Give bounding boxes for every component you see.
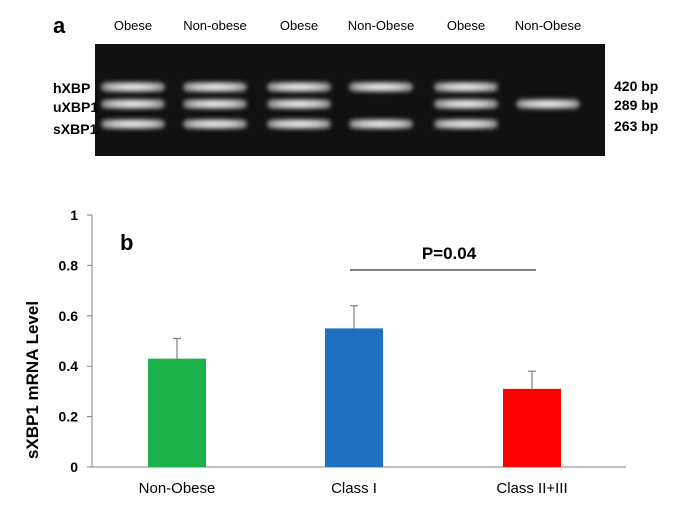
gel-band (101, 119, 165, 129)
bar (325, 328, 383, 467)
x-tick-label: Class I (331, 480, 377, 497)
gel-band (434, 119, 498, 129)
x-axis-labels: Non-Obese Class I Class II+III (139, 480, 568, 497)
gel-band (516, 99, 580, 109)
y-tick-label: 0.6 (59, 308, 79, 324)
bars (148, 305, 561, 467)
x-tick-label: Non-Obese (139, 480, 216, 497)
gel-band (267, 119, 331, 129)
y-tick-label: 0.2 (59, 409, 79, 425)
gel-lane-label: Obese (114, 18, 152, 33)
gel-band-sizes: 420 bp 289 bp 263 bp (614, 78, 658, 134)
bar-chart: 0 0.2 0.4 0.6 0.8 1 Non-Obese Class I Class II+… (23, 207, 626, 497)
y-tick-label: 0.8 (59, 257, 79, 273)
gel-band (434, 99, 498, 109)
gel-band (101, 99, 165, 109)
gel-band-size: 420 bp (614, 78, 658, 94)
gel-band (101, 82, 165, 92)
bar (503, 388, 561, 467)
gel-band (434, 82, 498, 92)
gel-band-size: 289 bp (614, 97, 658, 113)
gel-lane-label: Obese (280, 18, 318, 33)
y-tick-label: 1 (70, 207, 78, 223)
gel-lane-label: Non-Obese (515, 18, 581, 33)
gel-lane-label: Non-obese (183, 18, 247, 33)
significance-label: P=0.04 (422, 244, 477, 263)
y-tick-label: 0 (70, 459, 78, 475)
gel-band-size: 263 bp (614, 118, 658, 134)
gel-lane-label: Obese (447, 18, 485, 33)
gel-band (183, 99, 247, 109)
gel-band (349, 82, 413, 92)
gel-band-names: hXBP uXBP1 sXBP1 (53, 80, 98, 137)
gel-band (267, 99, 331, 109)
gel-band (267, 82, 331, 92)
gel-band-name: uXBP1 (53, 99, 98, 115)
gel-lane-labels: Obese Non-obese Obese Non-Obese Obese Non-Obe… (114, 18, 581, 33)
gel-lane-label: Non-Obese (348, 18, 414, 33)
gel-band (183, 119, 247, 129)
bar (148, 358, 206, 467)
y-tick-label: 0.4 (59, 358, 79, 374)
panel-label-a: a (53, 13, 66, 38)
gel-bands (101, 82, 580, 129)
panel-label-b: b (120, 230, 133, 255)
x-tick-label: Class II+III (496, 480, 567, 497)
gel-band-name: sXBP1 (53, 121, 98, 137)
y-axis-label: sXBP1 mRNA Level (23, 301, 42, 459)
gel-band (183, 82, 247, 92)
gel-band (349, 119, 413, 129)
gel-band-name: hXBP (53, 80, 90, 96)
y-axis-ticks: 0 0.2 0.4 0.6 0.8 1 (59, 207, 92, 475)
